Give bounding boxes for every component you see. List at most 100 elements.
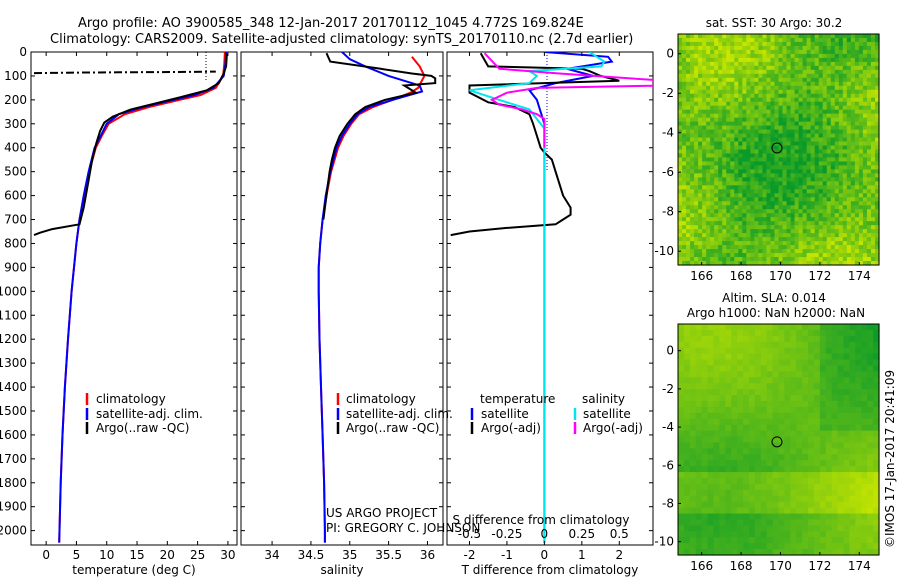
map-cell bbox=[694, 93, 699, 99]
depth-tick-label: 1500 bbox=[0, 404, 27, 418]
map-cell bbox=[770, 34, 776, 39]
map-cell bbox=[742, 201, 747, 206]
map-cell bbox=[806, 49, 812, 55]
map-cell bbox=[830, 69, 836, 75]
map-cell bbox=[678, 113, 683, 119]
map-cell bbox=[870, 153, 876, 159]
map-cell bbox=[806, 165, 812, 171]
map-cell bbox=[719, 531, 726, 538]
map-cell bbox=[722, 245, 727, 250]
map-cell bbox=[862, 61, 868, 67]
map-cell bbox=[802, 177, 808, 182]
map-cell bbox=[710, 197, 715, 202]
map-cell bbox=[731, 389, 738, 396]
map-cell bbox=[743, 412, 750, 420]
map-cell bbox=[766, 129, 772, 135]
map-cell bbox=[782, 201, 788, 206]
map-cell bbox=[714, 153, 719, 159]
map-cell bbox=[722, 129, 727, 135]
sst-map-title: sat. SST: 30 Argo: 30.2 bbox=[706, 16, 843, 30]
map-cell bbox=[758, 49, 764, 55]
map-cell bbox=[714, 161, 719, 167]
map-cell bbox=[782, 261, 788, 266]
map-cell bbox=[770, 149, 776, 155]
map-cell bbox=[778, 193, 784, 198]
depth-tick-label: 700 bbox=[4, 213, 27, 227]
map-cell bbox=[702, 201, 707, 206]
map-cell bbox=[731, 489, 738, 497]
map-cell bbox=[694, 61, 699, 67]
map-cell bbox=[737, 543, 744, 550]
map-cell bbox=[870, 121, 876, 127]
map-cell bbox=[822, 113, 828, 119]
map-cell bbox=[772, 430, 780, 438]
map-cell bbox=[762, 65, 768, 71]
map-cell bbox=[778, 177, 784, 182]
map-cell bbox=[814, 153, 820, 159]
map-cell bbox=[754, 169, 759, 174]
map-cell bbox=[786, 181, 792, 186]
map-cell bbox=[850, 69, 856, 75]
map-cell bbox=[790, 153, 796, 159]
map-cell bbox=[746, 109, 751, 115]
map-cell bbox=[866, 225, 872, 230]
map-cell bbox=[738, 157, 743, 163]
map-cell bbox=[725, 412, 732, 420]
map-cell bbox=[818, 109, 824, 115]
map-cell bbox=[706, 65, 711, 71]
map-cell bbox=[866, 141, 872, 147]
map-cell bbox=[682, 185, 687, 190]
map-cell bbox=[858, 213, 864, 218]
map-cell bbox=[855, 401, 862, 408]
map-cell bbox=[731, 495, 738, 503]
map-cell bbox=[850, 245, 856, 250]
map-cell bbox=[742, 41, 747, 47]
map-cell bbox=[678, 165, 683, 171]
map-cell bbox=[690, 117, 695, 123]
map-cell bbox=[726, 181, 731, 186]
map-cell bbox=[689, 324, 697, 331]
map-cell bbox=[810, 245, 816, 250]
map-cell bbox=[725, 418, 732, 426]
map-cell bbox=[790, 133, 796, 139]
map-cell bbox=[690, 181, 695, 186]
map-cell bbox=[818, 169, 824, 174]
map-cell bbox=[854, 34, 860, 39]
map-cell bbox=[778, 205, 784, 210]
map-cell bbox=[838, 93, 844, 99]
map-cell bbox=[822, 197, 828, 202]
map-cell bbox=[794, 197, 800, 202]
map-cell bbox=[689, 466, 697, 473]
map-cell bbox=[766, 353, 774, 361]
map-cell bbox=[754, 81, 759, 87]
map-cell bbox=[683, 543, 691, 550]
map-cell bbox=[826, 153, 832, 159]
map-cell bbox=[873, 543, 880, 550]
map-cell bbox=[731, 519, 738, 526]
map-cell bbox=[854, 81, 860, 87]
map-cell bbox=[698, 77, 703, 83]
map-cell bbox=[689, 341, 697, 349]
map-cell bbox=[825, 329, 833, 337]
map-cell bbox=[682, 141, 687, 147]
map-cell bbox=[858, 49, 864, 55]
map-cell bbox=[713, 401, 720, 408]
map-cell bbox=[719, 436, 726, 444]
map-cell bbox=[748, 377, 756, 384]
map-cell bbox=[738, 209, 743, 214]
map-cell bbox=[714, 45, 719, 51]
map-cell bbox=[746, 261, 751, 266]
map-cell bbox=[786, 173, 792, 178]
map-cell bbox=[790, 495, 797, 503]
map-cell bbox=[766, 233, 772, 238]
map-cell bbox=[854, 217, 860, 222]
map-cell bbox=[822, 229, 828, 234]
map-cell bbox=[854, 141, 860, 147]
map-cell bbox=[818, 221, 824, 226]
map-cell bbox=[794, 137, 800, 143]
map-cell bbox=[725, 401, 732, 408]
map-cell bbox=[858, 209, 864, 214]
map-cell bbox=[731, 418, 738, 426]
map-cell bbox=[814, 81, 820, 87]
map-cell bbox=[798, 57, 804, 63]
